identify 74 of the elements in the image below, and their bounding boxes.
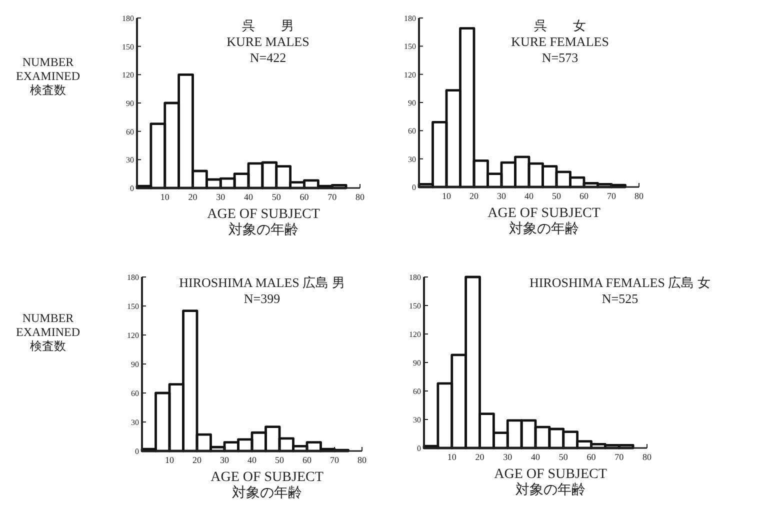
- text: N=573: [542, 50, 578, 65]
- x-tick-label: 30: [503, 452, 513, 462]
- y-tick-label: 30: [413, 416, 421, 424]
- x-tick-label: 60: [300, 192, 310, 202]
- x-tick-label: 80: [634, 191, 644, 201]
- x-tick-label: 80: [642, 452, 652, 462]
- y-tick-label: 0: [412, 183, 416, 192]
- x-axis-title: AGE OF SUBJECT 対象の年齢: [210, 470, 324, 501]
- x-tick-label: 40: [248, 455, 257, 465]
- y-tick-label: 150: [127, 302, 139, 311]
- x-tick-label: 50: [552, 191, 562, 201]
- x-axis-title: AGE OF SUBJECT 対象の年齢: [494, 467, 608, 498]
- x-tick-label: 50: [558, 452, 568, 462]
- y-tick-label: 30: [408, 154, 416, 164]
- x-tick-label: 20: [470, 191, 479, 201]
- y-tick-label: 150: [409, 302, 421, 310]
- text: N=525: [602, 291, 638, 306]
- x-tick-label: 30: [220, 455, 230, 465]
- y-tick-label: 60: [126, 127, 134, 136]
- x-tick-label: 20: [475, 452, 485, 462]
- x-tick-label: 70: [328, 192, 338, 202]
- x-tick-label: 40: [244, 192, 254, 202]
- y-tick-label: 180: [409, 273, 421, 282]
- y-tick-label: 60: [131, 389, 139, 398]
- x-axis-title: AGE OF SUBJECT 対象の年齢: [488, 206, 601, 237]
- y-tick-label: 60: [408, 126, 416, 136]
- text: 呉 女 KURE FEMALES: [511, 18, 609, 49]
- y-tick-label: 90: [413, 358, 421, 368]
- x-tick-label: 10: [442, 191, 452, 201]
- x-tick-label: 70: [607, 191, 616, 201]
- x-tick-label: 50: [272, 192, 282, 202]
- x-tick-label: 30: [216, 192, 226, 202]
- x-tick-label: 80: [356, 192, 365, 202]
- y-tick-label: 0: [135, 447, 139, 456]
- y-tick-label: 120: [404, 70, 416, 80]
- x-tick-label: 10: [447, 452, 457, 462]
- y-tick-label: 180: [404, 14, 416, 23]
- y-axis-title: NUMBER EXAMINED 検査数: [16, 55, 80, 97]
- x-tick-label: 40: [524, 191, 534, 201]
- x-tick-label: 60: [586, 452, 596, 462]
- y-tick-label: 0: [130, 184, 134, 193]
- x-axis-title: AGE OF SUBJECT 対象の年齢: [207, 207, 320, 238]
- y-tick-label: 180: [127, 273, 139, 282]
- y-tick-label: 90: [126, 99, 134, 108]
- y-tick-label: 30: [126, 156, 134, 165]
- x-tick-label: 80: [358, 455, 367, 465]
- y-tick-label: 60: [413, 387, 421, 396]
- x-tick-label: 40: [531, 452, 540, 462]
- y-tick-label: 150: [404, 42, 416, 52]
- x-tick-label: 50: [275, 455, 284, 465]
- y-tick-label: 120: [122, 70, 134, 80]
- chart-title: HIROSHIMA MALES 広島 男: [179, 275, 345, 290]
- text: 呉 男 KURE MALES: [226, 18, 310, 49]
- y-tick-label: 120: [409, 330, 421, 339]
- text: N=399: [244, 291, 280, 306]
- y-tick-label: 180: [122, 14, 134, 23]
- x-tick-label: 10: [160, 192, 170, 202]
- chart-title: HIROSHIMA FEMALES 広島 女: [530, 275, 710, 290]
- x-tick-label: 60: [302, 455, 312, 465]
- y-tick-label: 0: [417, 444, 421, 453]
- y-tick-label: 120: [127, 331, 139, 340]
- x-tick-label: 10: [165, 455, 174, 465]
- x-tick-label: 20: [192, 455, 202, 465]
- x-tick-label: 70: [330, 455, 340, 465]
- text: N=422: [250, 50, 286, 65]
- y-axis-title: NUMBER EXAMINED 検査数: [16, 311, 80, 353]
- y-tick-label: 90: [408, 98, 416, 108]
- y-tick-label: 90: [131, 360, 139, 369]
- y-tick-label: 30: [131, 418, 139, 427]
- x-tick-label: 70: [614, 452, 624, 462]
- x-tick-label: 30: [497, 191, 506, 201]
- x-tick-label: 60: [580, 191, 589, 201]
- x-tick-label: 20: [188, 192, 198, 202]
- y-tick-label: 150: [122, 42, 134, 52]
